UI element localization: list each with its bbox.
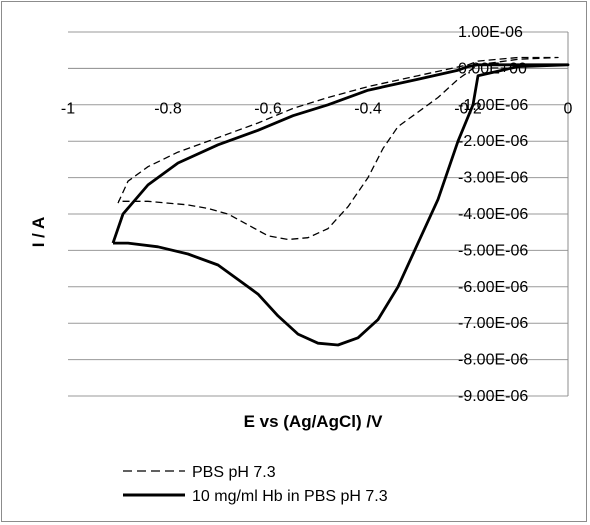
y-tick-label: -4.00E-06: [458, 206, 528, 223]
gridlines: [68, 31, 568, 397]
y-tick-label: -6.00E-06: [458, 279, 528, 296]
y-tick-label: -7.00E-06: [458, 315, 528, 332]
legend-label-hb: 10 mg/ml Hb in PBS pH 7.3: [192, 488, 388, 505]
legend-label-pbs: PBS pH 7.3: [192, 464, 276, 481]
y-tick-labels: 1.00E-06 0.00E+00 -1.00E-06 -2.00E-06 -3.00E…: [458, 24, 528, 405]
x-tick-labels: -1 -0.8 -0.6 -0.4 -0.2 0: [61, 100, 573, 117]
y-tick-label: -5.00E-06: [458, 242, 528, 259]
y-tick-label: -8.00E-06: [458, 352, 528, 369]
x-tick-label: 0: [564, 100, 573, 117]
y-tick-label: 0.00E+00: [458, 60, 527, 77]
legend: PBS pH 7.3 10 mg/ml Hb in PBS pH 7.3: [123, 464, 388, 505]
y-tick-label: -9.00E-06: [458, 388, 528, 405]
y-axis-title: I / A: [29, 217, 48, 248]
series-line-hb: [111, 63, 570, 347]
x-tick-label: -0.2: [454, 100, 482, 117]
y-tick-label: -2.00E-06: [458, 133, 528, 150]
y-tick-label: -1.00E-06: [458, 97, 528, 114]
x-tick-label: -0.8: [154, 100, 182, 117]
y-tick-label: -3.00E-06: [458, 170, 528, 187]
series-group: [111, 56, 570, 347]
x-axis-title: E vs (Ag/AgCl) /V: [244, 412, 384, 431]
x-tick-label: -1: [61, 100, 75, 117]
x-tick-label: -0.4: [354, 100, 382, 117]
y-tick-label: 1.00E-06: [458, 24, 523, 41]
series-line-pbs: [117, 56, 559, 241]
axes: [68, 32, 569, 396]
x-tick-label: -0.6: [254, 100, 282, 117]
